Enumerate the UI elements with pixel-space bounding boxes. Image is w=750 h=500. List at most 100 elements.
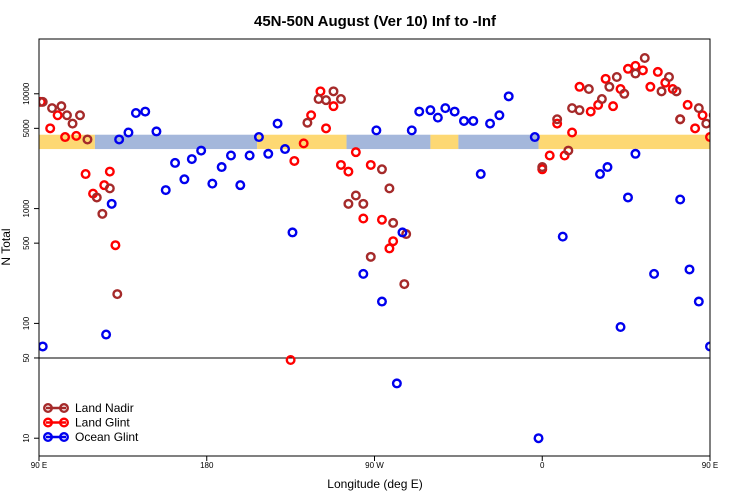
legend-marker-land-glint — [43, 417, 54, 428]
ocean-glint-point-5 — [130, 108, 141, 119]
land-glint-point-47 — [705, 132, 710, 143]
land-glint-point-51 — [740, 181, 748, 189]
land-nadir-point-23 — [399, 279, 410, 290]
land-nadir-point-18 — [358, 198, 369, 209]
ocean-glint-point-10 — [179, 174, 190, 185]
land-nadir-point-8 — [97, 208, 108, 219]
land-glint-point-26 — [544, 150, 555, 161]
land-nadir-point-11 — [302, 117, 313, 128]
land-nadir-point-44 — [717, 136, 725, 144]
ocean-glint-point-14 — [216, 162, 227, 173]
land-glint-point-5 — [80, 169, 91, 180]
ocean-glint-point-17 — [244, 150, 255, 161]
x-axis: 90 E 180 90 W 0 90 E — [31, 456, 718, 470]
land-glint-point-14 — [315, 86, 326, 97]
land-glint-point-40 — [652, 66, 663, 77]
ocean-glint-point-27 — [397, 227, 408, 238]
ocean-glint-point-7 — [151, 126, 162, 137]
land-glint-point-15 — [321, 123, 332, 134]
band-segment-5 — [458, 134, 539, 150]
ocean-glint-point-39 — [503, 91, 514, 102]
ocean-glint-point-41 — [533, 433, 544, 444]
land-glint-point-20 — [358, 213, 369, 224]
band-segment-0 — [39, 134, 95, 150]
ocean-glint-point-6 — [140, 106, 151, 117]
ocean-glint-point-40 — [529, 132, 540, 143]
land-nadir-point-47 — [740, 210, 748, 218]
x-axis-label: Longitude (deg E) — [327, 477, 422, 491]
x-tick-label-0: 90 E — [31, 461, 47, 470]
land-nadir-point-27 — [563, 145, 574, 156]
ocean-glint-point-20 — [272, 118, 283, 129]
land-nadir-point-42 — [701, 118, 710, 129]
ocean-glint-point-38 — [494, 110, 505, 121]
y-tick-label-4: 1000 — [22, 199, 31, 217]
ocean-glint-point-45 — [615, 322, 626, 333]
land-nadir-point-45 — [725, 111, 733, 119]
land-nadir-point-29 — [574, 105, 585, 116]
land-glint-point-17 — [335, 159, 346, 170]
ocean-glint-point-28 — [406, 125, 417, 136]
ocean-glint-point-12 — [196, 145, 207, 156]
ocean-glint-point-44 — [602, 162, 613, 173]
ocean-glint-point-48 — [649, 268, 660, 279]
y-tick-label-3: 500 — [22, 236, 31, 250]
land-glint-point-39 — [645, 81, 656, 92]
land-nadir-point-38 — [663, 72, 674, 83]
land-nadir-point-37 — [656, 86, 667, 97]
ocean-glint-point-49 — [675, 194, 686, 205]
land-nadir-point-3 — [61, 110, 72, 121]
land-nadir-point-15 — [335, 94, 346, 105]
land-glint-point-50 — [732, 190, 740, 198]
ocean-glint-point-52 — [705, 341, 710, 352]
yellow-blue-band — [39, 134, 710, 150]
ocean-glint-point-46 — [622, 192, 633, 203]
land-glint-point-19 — [350, 147, 361, 158]
data-points — [39, 52, 748, 444]
land-nadir-point-13 — [321, 95, 332, 106]
land-nadir-point-32 — [604, 81, 615, 92]
land-nadir-point-21 — [384, 183, 395, 194]
land-nadir-point-40 — [675, 114, 686, 125]
land-nadir-point-10 — [112, 289, 123, 300]
land-glint-point-30 — [574, 81, 585, 92]
land-glint-point-10 — [285, 355, 296, 366]
land-nadir-point-25 — [537, 162, 548, 173]
land-nadir-point-17 — [350, 190, 361, 201]
ocean-glint-point-42 — [557, 231, 568, 242]
land-nadir-point-19 — [365, 251, 376, 262]
ocean-glint-point-18 — [253, 132, 264, 143]
land-nadir-point-7 — [91, 192, 102, 203]
band-segment-2 — [257, 134, 347, 150]
ocean-glint-point-13 — [207, 178, 218, 189]
land-glint-point-46 — [697, 110, 708, 121]
land-glint-point-3 — [60, 132, 71, 143]
legend-marker2-land-glint — [59, 417, 70, 428]
land-nadir-point-6 — [82, 134, 93, 145]
ocean-glint-point-25 — [376, 296, 387, 307]
x-tick-label-1: 180 — [200, 461, 214, 470]
land-glint-point-24 — [388, 236, 399, 247]
legend-marker-ocean-glint — [43, 432, 54, 443]
band-segment-1 — [94, 134, 258, 150]
ocean-glint-point-32 — [440, 103, 451, 114]
land-glint-point-37 — [630, 60, 641, 71]
land-nadir-point-41 — [693, 103, 704, 114]
land-nadir-point-30 — [583, 84, 594, 95]
land-glint-point-22 — [376, 214, 387, 225]
ocean-glint-point-43 — [595, 169, 606, 180]
ocean-glint-point-35 — [468, 115, 479, 126]
legend-marker-land-nadir — [43, 403, 54, 414]
land-nadir-point-14 — [328, 86, 339, 97]
land-glint-point-8 — [104, 166, 115, 177]
ocean-glint-point-53 — [717, 421, 725, 429]
land-nadir-point-1 — [47, 103, 58, 114]
land-nadir-point-0 — [39, 96, 48, 107]
ocean-glint-point-3 — [114, 134, 125, 145]
land-glint-point-44 — [682, 99, 693, 110]
land-glint-point-33 — [600, 73, 611, 84]
y-tick-label-5: 5000 — [22, 119, 31, 137]
ocean-glint-point-21 — [280, 144, 291, 155]
ocean-glint-point-51 — [693, 296, 704, 307]
